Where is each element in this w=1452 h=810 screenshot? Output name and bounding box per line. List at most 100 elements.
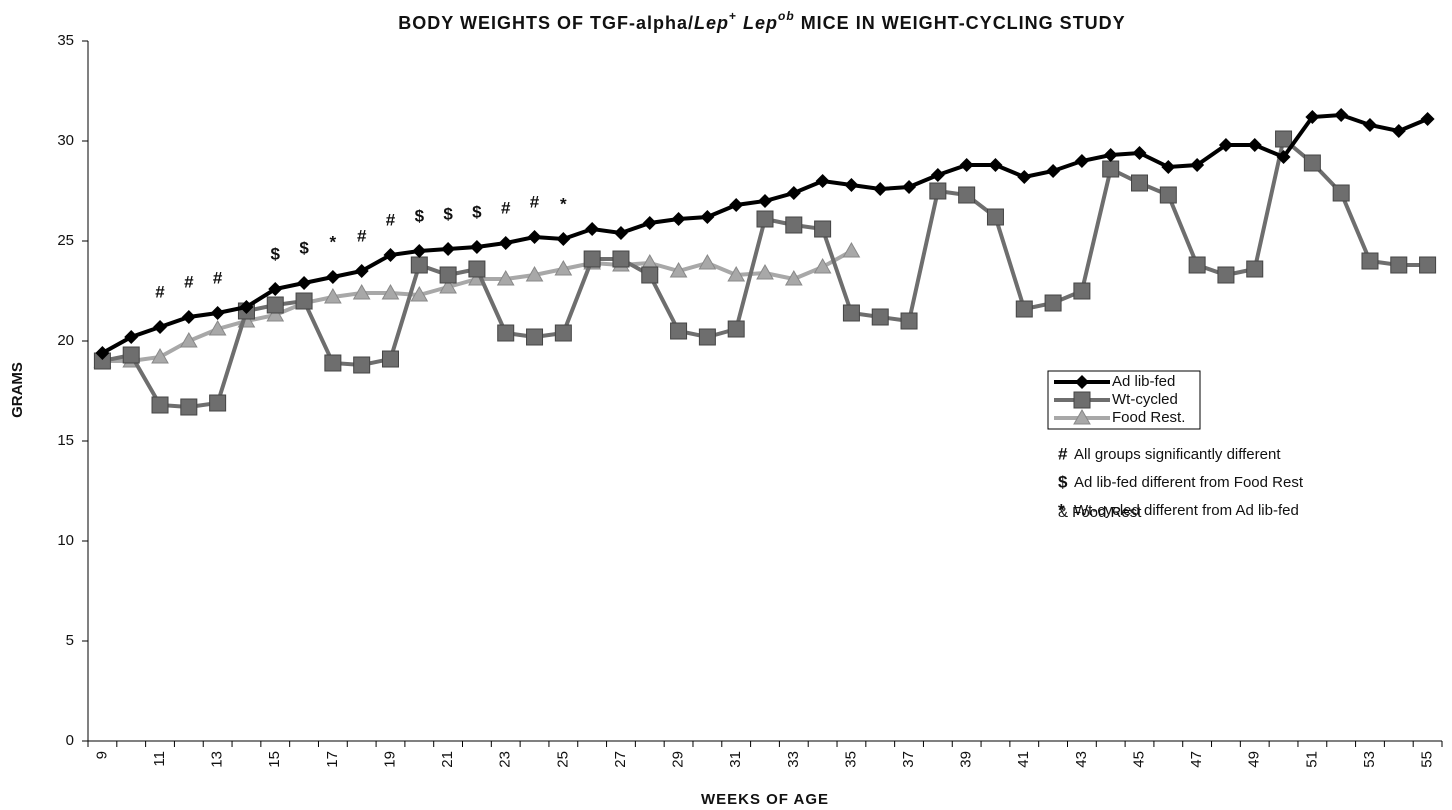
point — [352, 283, 371, 300]
y-tick-label: 5 — [66, 632, 74, 649]
note-text: & Food Rest — [1058, 504, 1142, 521]
y-tick-label: 0 — [66, 732, 74, 749]
x-tick-label: 27 — [612, 751, 629, 768]
point — [842, 304, 860, 322]
point — [295, 292, 313, 310]
point — [441, 242, 456, 256]
point — [1361, 252, 1379, 270]
point — [122, 346, 140, 364]
point — [844, 178, 859, 192]
point — [151, 347, 169, 364]
note-text: All groups significantly different — [1074, 446, 1281, 463]
significance-mark: * — [560, 194, 567, 213]
x-tick-label: 17 — [324, 751, 341, 768]
point — [669, 261, 688, 278]
x-tick-label: 19 — [381, 751, 398, 768]
point — [873, 182, 888, 196]
y-tick-label: 10 — [57, 532, 74, 549]
point — [324, 354, 342, 372]
series-line — [101, 112, 1429, 355]
point — [381, 283, 400, 300]
significance-mark: # — [357, 226, 367, 245]
point — [410, 256, 428, 274]
significance-mark: $ — [415, 206, 425, 225]
x-axis-label: WEEKS OF AGE — [701, 791, 829, 808]
x-tick-label: 41 — [1015, 751, 1032, 768]
point — [1075, 375, 1089, 389]
title-part: BODY WEIGHTS OF TGF-alpha/ — [398, 13, 694, 33]
point — [727, 320, 745, 338]
point — [786, 186, 801, 200]
point — [671, 212, 686, 226]
x-tick-label: 15 — [266, 751, 283, 768]
point — [700, 210, 715, 224]
point — [785, 216, 803, 234]
significance-mark: # — [155, 282, 165, 301]
chart-title: BODY WEIGHTS OF TGF-alpha/Lep+ Lepob MIC… — [398, 9, 1125, 33]
x-tick-label: 47 — [1188, 751, 1205, 768]
x-tick-label: 55 — [1419, 751, 1436, 768]
point — [1161, 160, 1176, 174]
point — [1420, 112, 1435, 126]
point — [1362, 118, 1377, 132]
point — [381, 350, 399, 368]
point — [439, 277, 457, 294]
point — [958, 186, 976, 204]
point — [642, 216, 657, 230]
point — [698, 328, 716, 346]
point — [1391, 124, 1406, 138]
point — [1247, 138, 1262, 152]
series-markers — [93, 241, 861, 368]
point — [959, 158, 974, 172]
point — [842, 241, 861, 258]
significance-mark: # — [386, 210, 396, 229]
title-part: + — [729, 9, 737, 23]
point — [1073, 408, 1091, 425]
point — [1131, 174, 1149, 192]
point — [814, 220, 832, 238]
point — [698, 253, 717, 270]
legend-label: Food Rest. — [1112, 409, 1185, 426]
point — [497, 324, 515, 342]
y-tick-label: 35 — [57, 32, 74, 49]
point — [383, 248, 398, 262]
legend-label: Wt-cycled — [1112, 391, 1178, 408]
point — [412, 244, 427, 258]
x-tick-label: 39 — [958, 751, 975, 768]
point — [1074, 154, 1089, 168]
point — [151, 396, 169, 414]
point — [1102, 160, 1120, 178]
x-tick-label: 49 — [1246, 751, 1263, 768]
point — [297, 276, 312, 290]
y-tick-label: 25 — [57, 232, 74, 249]
point — [670, 322, 688, 340]
y-tick-label: 30 — [57, 132, 74, 149]
series-markers — [93, 130, 1437, 416]
point — [525, 265, 544, 282]
point — [554, 324, 572, 342]
point — [613, 226, 628, 240]
point — [758, 194, 772, 208]
point — [210, 306, 225, 320]
x-tick-label: 43 — [1073, 751, 1090, 768]
x-tick-label: 45 — [1130, 751, 1147, 768]
point — [1390, 256, 1408, 274]
note-symbol: # — [1058, 444, 1068, 463]
point — [988, 158, 1003, 172]
point — [1217, 266, 1235, 284]
point — [324, 287, 342, 304]
title-part: Lep — [737, 13, 778, 33]
point — [353, 356, 371, 374]
significance-mark: $ — [443, 204, 453, 223]
point — [1073, 282, 1091, 300]
point — [1190, 158, 1205, 172]
point — [1103, 148, 1118, 162]
point — [1044, 294, 1062, 312]
point — [266, 305, 285, 322]
point — [1159, 186, 1177, 204]
point — [1015, 300, 1033, 318]
significance-mark: # — [184, 272, 194, 291]
x-tick-label: 13 — [209, 751, 226, 768]
point — [496, 269, 515, 286]
